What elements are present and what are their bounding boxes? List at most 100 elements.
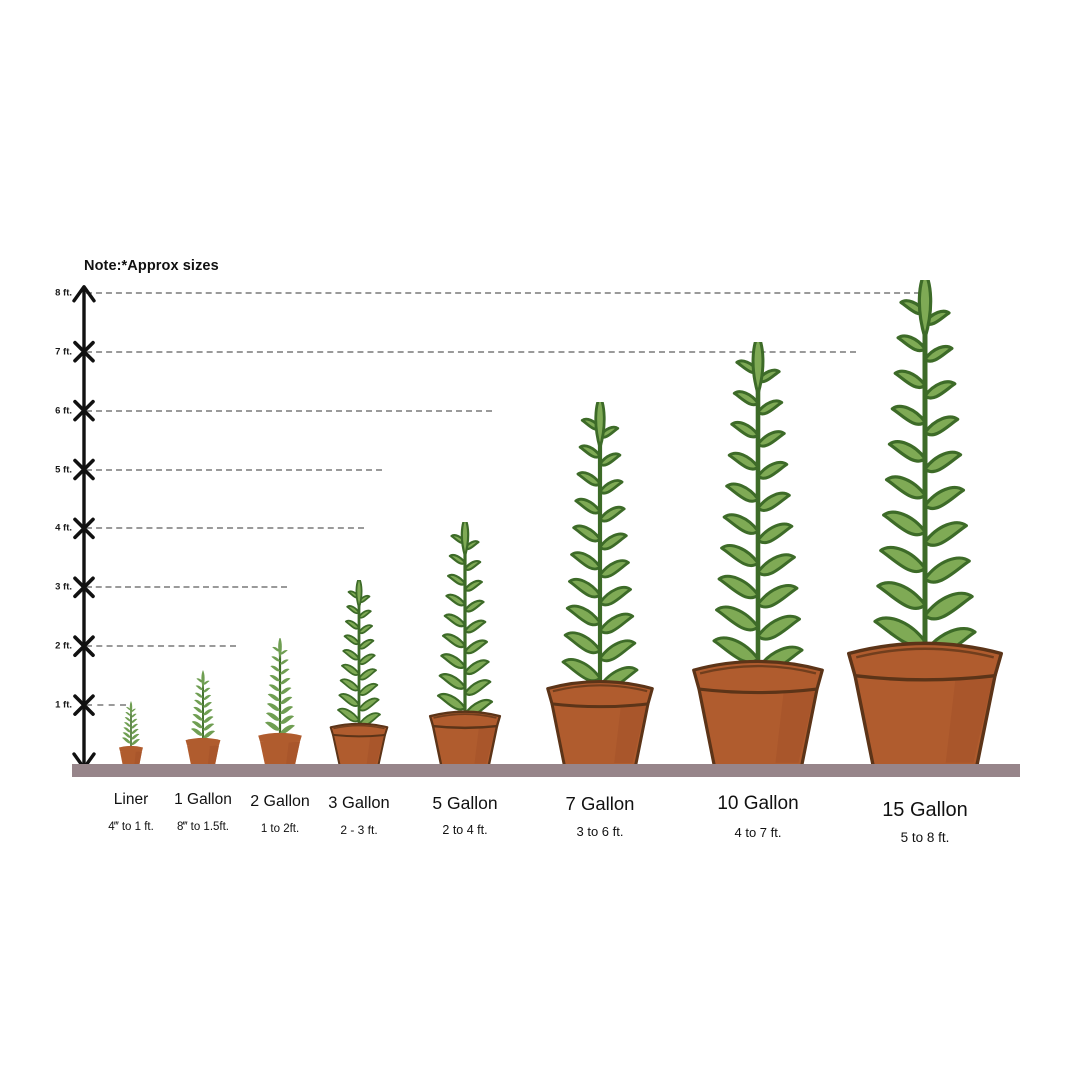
- leaf: [876, 581, 927, 610]
- leaf: [463, 559, 482, 571]
- axis-tick-label-5ft: 5 ft.: [55, 464, 72, 475]
- pot-rim-inner-line: [699, 664, 817, 675]
- pot-body-shade: [207, 745, 219, 766]
- leaf: [438, 673, 467, 690]
- pot-size-text: 5 to 8 ft.: [900, 830, 950, 845]
- pot-name-text: 10 Gallon: [717, 793, 799, 814]
- pot-body-shade: [285, 741, 300, 766]
- leaf: [122, 737, 131, 744]
- leaf: [203, 730, 215, 739]
- pot-size-text: 1 to 2ft.: [260, 823, 300, 835]
- leaf: [194, 692, 203, 698]
- leaf: [923, 556, 971, 584]
- leaf: [598, 425, 620, 439]
- pot-size-text: 8‴ to 1.5ft.: [176, 821, 230, 833]
- potted-plant-3-gallon: [311, 580, 407, 766]
- leaf: [124, 722, 131, 727]
- leaf: [463, 540, 480, 551]
- leaf: [203, 723, 215, 731]
- leaf: [131, 738, 140, 746]
- leaf: [923, 591, 974, 621]
- gridline-5ft: [86, 468, 382, 471]
- pot-name-text: 3 Gallon: [328, 794, 390, 812]
- leaf: [358, 624, 374, 635]
- pot-size-text: 2 to 4 ft.: [442, 823, 488, 837]
- leaf: [124, 717, 131, 722]
- leaf: [267, 693, 280, 702]
- leaf: [436, 692, 467, 711]
- gridline-2ft: [86, 645, 236, 648]
- leaf: [447, 573, 467, 586]
- leaf: [568, 578, 602, 599]
- leaf: [463, 619, 487, 634]
- leaf: [717, 574, 760, 600]
- leaf: [463, 599, 485, 613]
- leaf: [280, 678, 291, 685]
- leaf: [463, 579, 483, 592]
- potted-plant-2-gallon: [243, 638, 317, 766]
- leaf: [712, 636, 760, 664]
- leaf: [574, 497, 602, 515]
- pot-size-2-gallon: 1 to 2ft.: [261, 823, 299, 836]
- leaf: [358, 668, 377, 681]
- leaf: [341, 663, 360, 676]
- pot-size-text: 2 - 3 ft.: [340, 823, 378, 837]
- leaf: [563, 631, 602, 655]
- leaf: [280, 724, 295, 734]
- leaf: [131, 723, 138, 729]
- leaf: [196, 678, 203, 683]
- leaf: [265, 721, 280, 731]
- pot-rim: [185, 737, 221, 747]
- leaf: [337, 707, 360, 723]
- leaf: [756, 399, 784, 416]
- leaf: [358, 697, 380, 712]
- leaf: [448, 553, 467, 565]
- leaf: [358, 609, 372, 619]
- leaf: [131, 718, 138, 724]
- pot-size-liner: 4‴ to 1 ft.: [108, 821, 154, 834]
- pot-name-text: 1 Gallon: [174, 791, 232, 808]
- leaf: [598, 559, 630, 579]
- potted-plant-5-gallon: [406, 522, 524, 766]
- leaf: [271, 656, 280, 662]
- leaf: [440, 653, 467, 669]
- leaf: [203, 694, 212, 701]
- leaf: [756, 553, 796, 577]
- leaf: [715, 605, 760, 632]
- leaf: [280, 696, 293, 705]
- approx-sizes-note: Note:*Approx sizes: [84, 258, 219, 274]
- potted-plant-liner: [108, 700, 154, 766]
- pot-name-text: 15 Gallon: [882, 799, 968, 821]
- leaf: [561, 658, 602, 683]
- leaf: [720, 544, 760, 568]
- leaf: [344, 619, 360, 630]
- axis-tick-label-1ft: 1 ft.: [55, 699, 72, 711]
- leaf: [570, 551, 602, 571]
- leaf: [598, 639, 637, 663]
- leaf: [125, 712, 131, 716]
- leaf: [923, 344, 954, 363]
- leaf: [598, 586, 632, 607]
- leaf: [882, 510, 927, 537]
- leaf-apex: [917, 280, 933, 340]
- leaf: [896, 334, 927, 353]
- leaf-apex: [355, 580, 363, 609]
- pot-size-text: 4‴ to 1 ft.: [108, 821, 154, 833]
- leaf: [280, 649, 288, 655]
- leaf: [598, 612, 635, 635]
- leaf: [893, 369, 927, 389]
- leaf: [923, 485, 966, 510]
- pot-name-10-gallon: 10 Gallon: [717, 793, 799, 815]
- pot-size-5-gallon: 2 to 4 ft.: [442, 823, 488, 838]
- leaf: [598, 505, 626, 523]
- leaf: [131, 733, 140, 740]
- pot-name-3-gallon: 3 Gallon: [328, 794, 389, 812]
- leaf: [342, 649, 360, 661]
- gridline-4ft: [86, 527, 364, 530]
- axis-tick-label-4ft: 4 ft.: [55, 522, 72, 534]
- axis-tick-label-7ft: 7 ft.: [55, 346, 72, 358]
- pot-name-1-gallon: 1 Gallon: [174, 791, 232, 808]
- pot-size-1-gallon: 8‴ to 1.5ft.: [177, 821, 229, 834]
